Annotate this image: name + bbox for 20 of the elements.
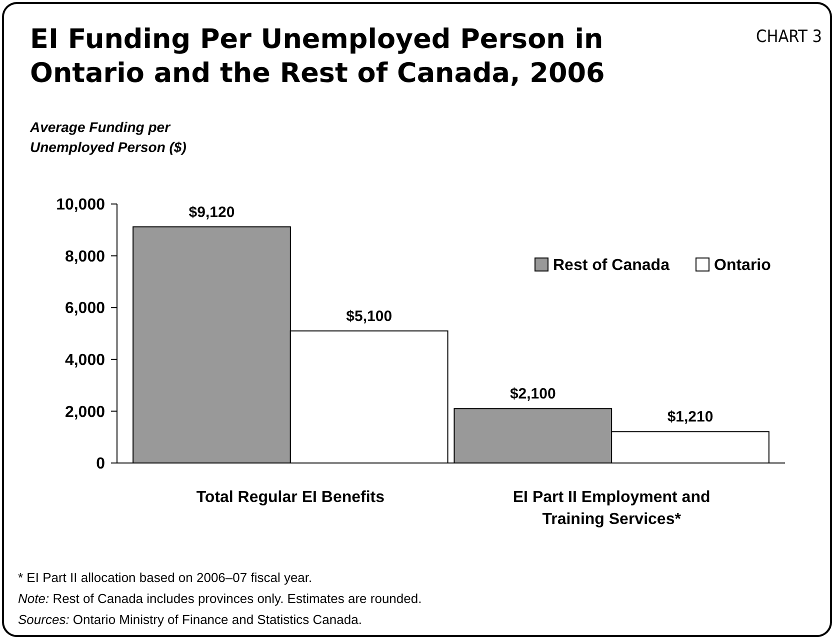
chart-title: EI Funding Per Unemployed Person in Ontario and the Rest of Canada, 2006 [30,24,605,89]
y-tick-label: 4,000 [64,352,106,369]
data-label: $2,100 [510,386,556,403]
y-axis-title: Average Funding per Unemployed Person ($) [29,119,187,155]
legend-label: Rest of Canada [553,257,670,274]
x-tick-label: EI Part II Employment and Training Services* [512,489,710,528]
source-note: Sources: Ontario Ministry of Finance and Statistics Canada. [18,612,362,627]
data-label: $9,120 [188,204,235,221]
text: Note: Rest of Canada includes provinces only. Estimates are rounded. [18,591,422,606]
y-tick-label: 10,000 [56,196,106,214]
y-tick-label: 8,000 [64,248,106,266]
legend-label: Ontario [714,257,772,274]
data-label: $5,100 [346,308,392,325]
data-label: $1,210 [667,408,714,426]
text: * EI Part II allocation based on 2006–07 fiscal year. [18,570,312,585]
chart-subtitle: CHART 3 [756,27,822,47]
x-tick-label: Total Regular EI Benefits [196,489,385,506]
y-tick-label: 0 [96,456,106,473]
y-tick-label: 6,000 [64,300,106,318]
y-tick-label: 2,000 [64,404,106,421]
